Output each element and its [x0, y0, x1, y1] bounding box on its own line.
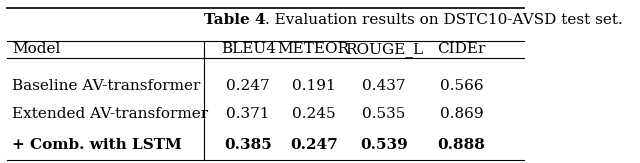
Text: Table 4: Table 4: [204, 13, 265, 27]
Text: 0.869: 0.869: [440, 107, 483, 121]
Text: 0.245: 0.245: [292, 107, 335, 121]
Text: 0.888: 0.888: [437, 138, 485, 152]
Text: METEOR: METEOR: [278, 42, 349, 56]
Text: 0.566: 0.566: [440, 79, 483, 93]
Text: BLEU4: BLEU4: [221, 42, 276, 56]
Text: ROUGE_L: ROUGE_L: [345, 42, 423, 57]
Text: 0.247: 0.247: [290, 138, 337, 152]
Text: Model: Model: [12, 42, 60, 56]
Text: 0.385: 0.385: [225, 138, 272, 152]
Text: 0.437: 0.437: [362, 79, 406, 93]
Text: Extended AV-transformer: Extended AV-transformer: [12, 107, 208, 121]
Text: CIDEr: CIDEr: [437, 42, 486, 56]
Text: 0.539: 0.539: [360, 138, 408, 152]
Text: 0.535: 0.535: [362, 107, 406, 121]
Text: Baseline AV-transformer: Baseline AV-transformer: [12, 79, 200, 93]
Text: 0.371: 0.371: [227, 107, 270, 121]
Text: 0.247: 0.247: [227, 79, 270, 93]
Text: 0.191: 0.191: [292, 79, 335, 93]
Text: + Comb. with LSTM: + Comb. with LSTM: [12, 138, 182, 152]
Text: . Evaluation results on DSTC10-AVSD test set.: . Evaluation results on DSTC10-AVSD test…: [265, 13, 623, 27]
